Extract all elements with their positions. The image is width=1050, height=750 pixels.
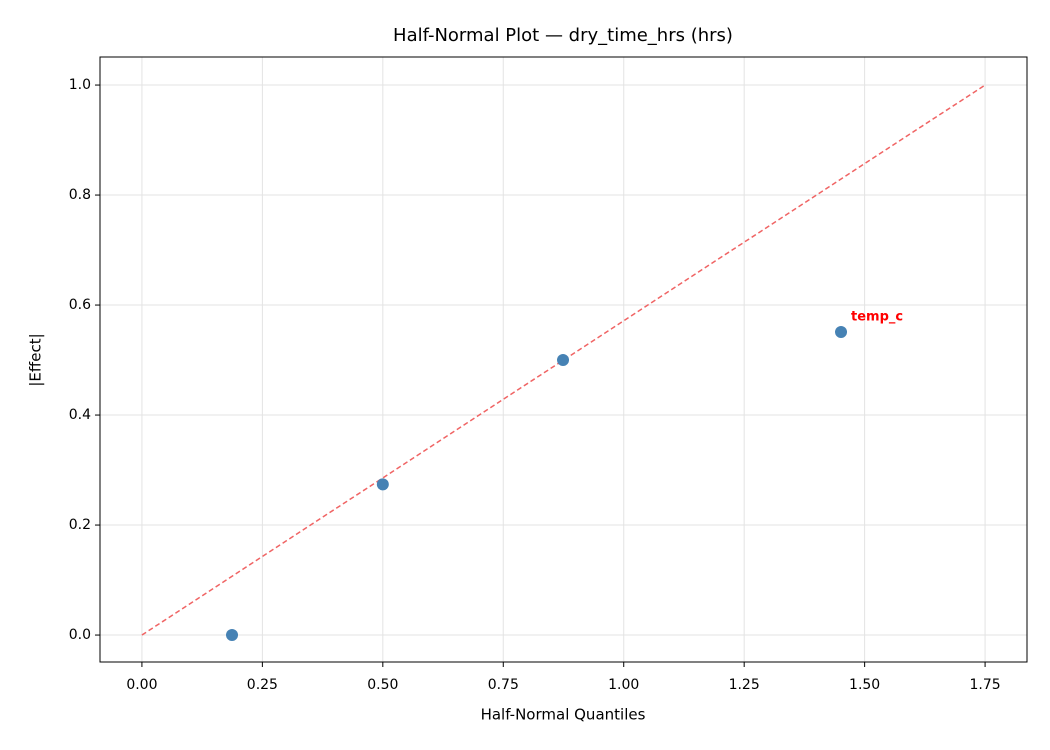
x-tick-label: 1.75 xyxy=(969,677,1000,693)
x-tick-label: 0.25 xyxy=(247,677,278,693)
plot-frame xyxy=(99,56,1028,663)
point xyxy=(557,354,570,367)
y-tick-label: 0.8 xyxy=(69,187,91,203)
x-axis-label: Half-Normal Quantiles xyxy=(481,706,646,724)
point xyxy=(376,478,389,491)
x-tick-label: 1.00 xyxy=(608,677,639,693)
point-label: temp_c xyxy=(851,310,903,325)
x-tick-label: 0.75 xyxy=(488,677,519,693)
y-tick-label: 0.6 xyxy=(69,297,91,313)
point xyxy=(835,326,848,338)
x-tick-label: 1.50 xyxy=(849,677,880,693)
y-tick-label: 0.4 xyxy=(69,407,91,423)
y-tick-label: 0.2 xyxy=(69,517,91,533)
x-tick-label: 0.50 xyxy=(367,677,398,693)
y-axis-label: |Effect| xyxy=(27,333,45,386)
x-tick-label: 0.00 xyxy=(126,677,157,693)
y-tick-label: 0.0 xyxy=(69,627,91,643)
y-tick-label: 1.0 xyxy=(69,77,91,93)
x-tick-label: 1.25 xyxy=(729,677,760,693)
point xyxy=(226,629,239,642)
chart-title: Half-Normal Plot — dry_time_hrs (hrs) xyxy=(393,25,733,46)
